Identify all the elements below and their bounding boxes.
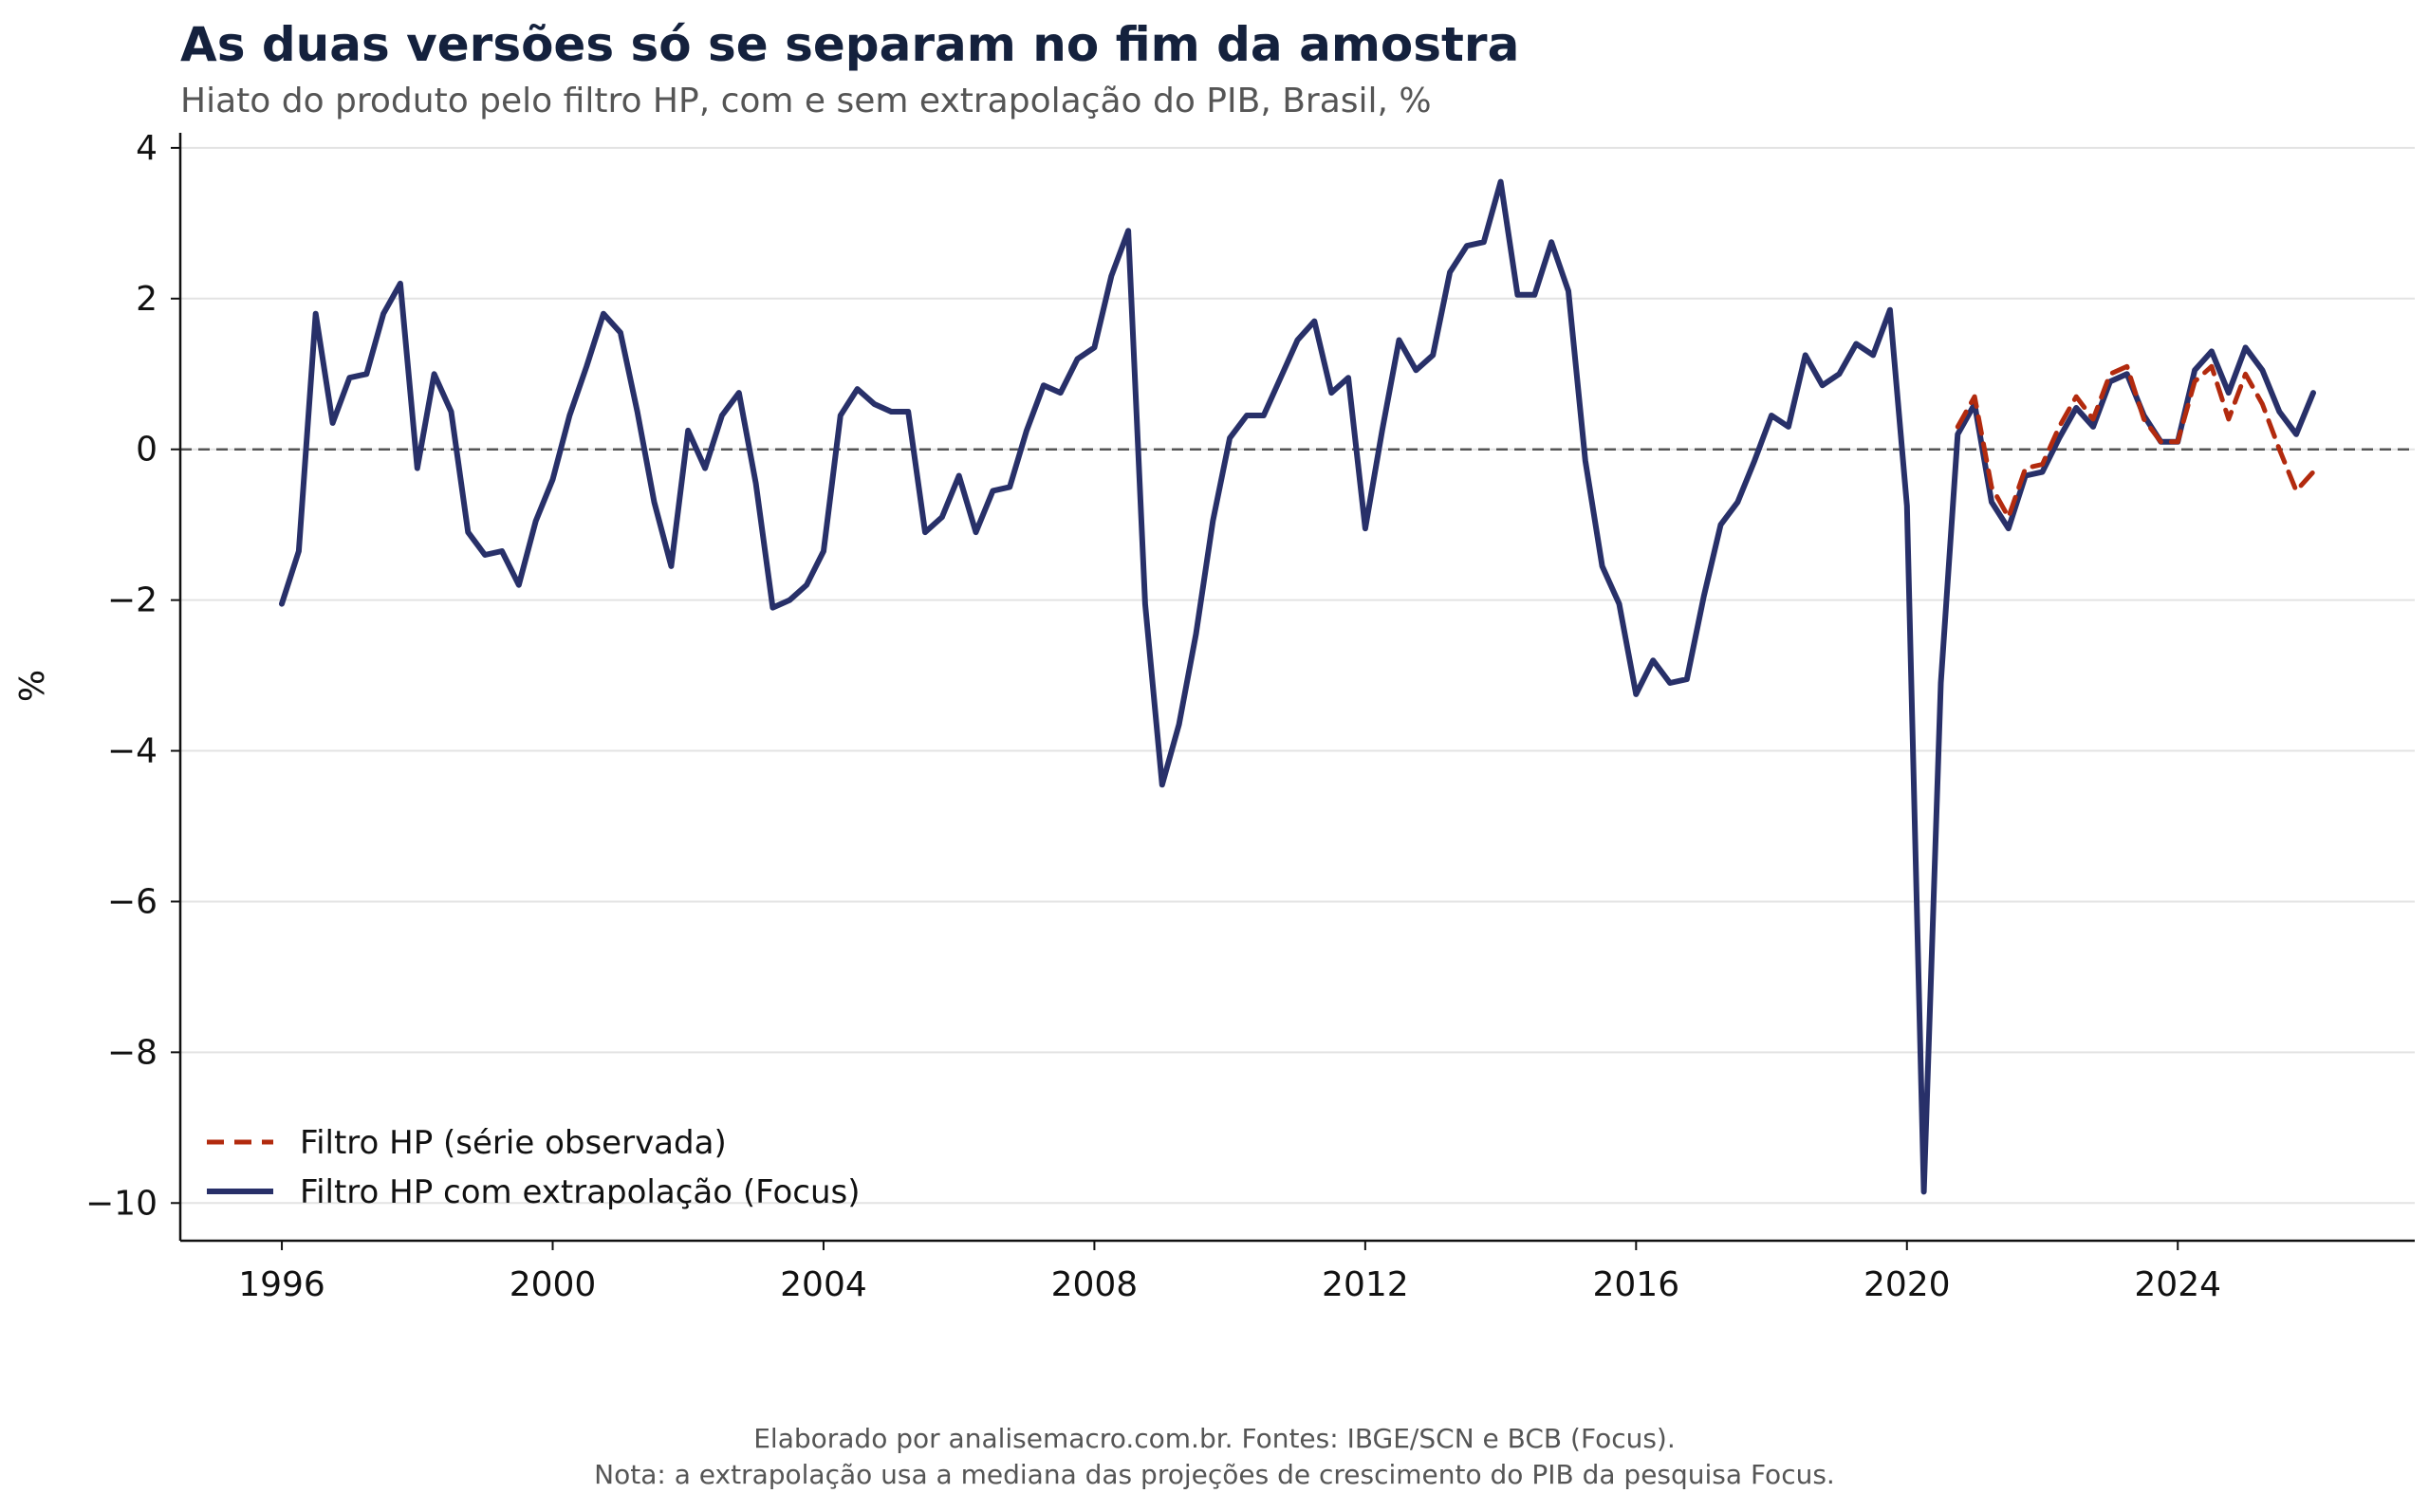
x-tick-label: 2008 [1051, 1265, 1139, 1304]
legend-label-focus: Filtro HP com extrapolação (Focus) [300, 1173, 860, 1211]
x-tick-label: 2004 [780, 1265, 867, 1304]
series-lines [279, 178, 2316, 1195]
x-tick-label: 1996 [238, 1265, 325, 1304]
x-tick-labels: 1996 2000 2004 2008 2012 2016 2020 2024 [238, 1265, 2221, 1304]
y-axis-title: % [13, 670, 52, 702]
methodology-note: Nota: a extrapolação usa a mediana das p… [594, 1459, 1835, 1490]
y-tick-label: 2 [136, 280, 158, 319]
legend: Filtro HP (série observada) Filtro HP co… [207, 1124, 860, 1211]
line-chart: 4 2 0 −2 −4 −6 −8 −10 1996 2000 2004 2008 2012 2016 2… [13, 129, 2415, 1304]
x-tick-label: 2024 [2134, 1265, 2221, 1304]
y-tick-labels: 4 2 0 −2 −4 −6 −8 −10 [85, 129, 158, 1223]
y-tick-label: −8 [107, 1033, 158, 1072]
y-tick-label: 0 [136, 431, 158, 470]
x-tick-label: 2020 [1863, 1265, 1951, 1304]
y-tick-label: −4 [107, 732, 158, 771]
chart-title: As duas versões só se separam no fim da … [180, 17, 1520, 72]
axes [171, 133, 2415, 1250]
y-tick-label: 4 [136, 129, 158, 168]
series-line-focus [279, 178, 2316, 1195]
source-note: Elaborado por analisemacro.com.br. Fonte… [753, 1423, 1676, 1454]
chart-subtitle: Hiato do produto pelo filtro HP, com e s… [180, 82, 1432, 120]
y-tick-label: −10 [85, 1184, 158, 1223]
y-tick-label: −6 [107, 882, 158, 921]
x-tick-label: 2012 [1322, 1265, 1409, 1304]
y-tick-label: −2 [107, 581, 158, 620]
series-line-observed [1955, 363, 2316, 520]
x-tick-label: 2016 [1593, 1265, 1680, 1304]
footer-note: Elaborado por analisemacro.com.br. Fonte… [0, 1421, 2429, 1493]
gridlines [180, 146, 2415, 1205]
x-tick-label: 2000 [510, 1265, 597, 1304]
legend-label-observed: Filtro HP (série observada) [300, 1124, 727, 1162]
